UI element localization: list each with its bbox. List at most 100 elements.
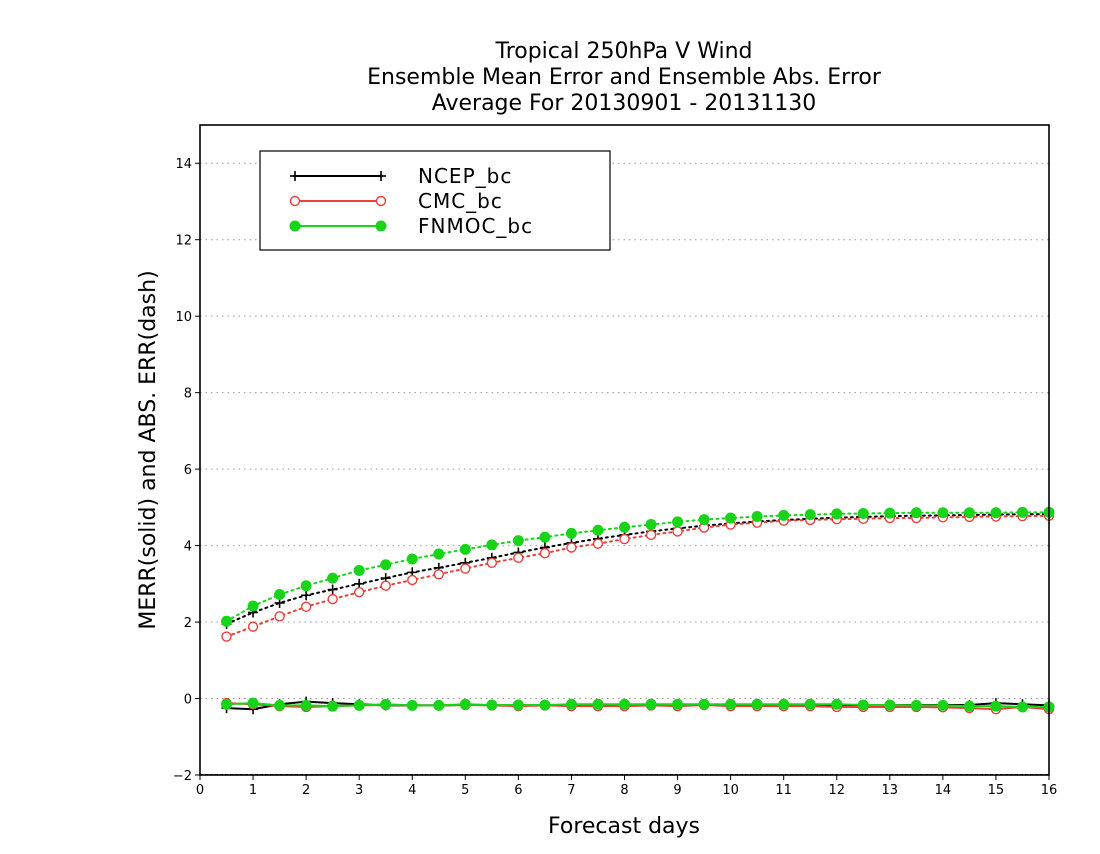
fnmoc-bc-abs-err-point	[539, 531, 551, 543]
cmc-bc-abs-err-point	[619, 533, 630, 545]
y-tick-label-6: 6	[184, 463, 192, 478]
legend-marker-cmc-bc	[289, 195, 301, 207]
x-tick-label-0: 0	[196, 783, 204, 798]
fnmoc-bc-merr-point	[539, 699, 551, 711]
cmc-bc-abs-err-point	[247, 621, 259, 632]
cmc-bc-abs-err-point	[274, 611, 285, 622]
fnmoc-bc-merr-point	[672, 698, 684, 710]
fnmoc-bc-abs-err-line	[225, 511, 1050, 623]
x-tick-label-11: 11	[775, 783, 792, 798]
fnmoc-bc-merr-point	[963, 700, 975, 712]
x-tick-label-6: 6	[514, 783, 522, 798]
fnmoc-bc-abs-err-point	[751, 511, 763, 523]
series-ncep-bc	[221, 509, 1054, 715]
series-layer	[221, 506, 1055, 715]
fnmoc-bc-merr-point	[565, 698, 577, 710]
x-tick-label-13: 13	[882, 783, 899, 798]
fnmoc-bc-merr-point	[300, 699, 312, 711]
y-axis-label: MERR(solid) and ABS. ERR(dash)	[136, 270, 161, 629]
fnmoc-bc-abs-err-point	[857, 507, 869, 519]
fnmoc-bc-merr-point	[910, 699, 922, 711]
fnmoc-bc-merr-point	[221, 698, 233, 710]
fnmoc-bc-merr-point	[459, 698, 471, 710]
x-tick-label-7: 7	[567, 783, 575, 798]
fnmoc-bc-abs-err-point	[910, 507, 922, 519]
fnmoc-bc-abs-err-point	[619, 521, 630, 533]
series-fnmoc-bc	[221, 506, 1055, 713]
fnmoc-bc-abs-err-point	[672, 516, 684, 528]
x-tick-label-1: 1	[249, 783, 257, 798]
fnmoc-bc-abs-err-point	[963, 507, 975, 519]
x-tick-label-5: 5	[461, 783, 469, 798]
legend-marker-fnmoc-bc	[289, 220, 301, 232]
y-tick-label-4: 4	[184, 540, 192, 555]
fnmoc-bc-merr-point	[698, 698, 710, 710]
plot-frame	[199, 124, 1050, 776]
ncep-bc-abs-err-point	[301, 590, 312, 601]
fnmoc-bc-abs-err-point	[274, 589, 286, 601]
x-tick-label-10: 10	[722, 783, 739, 798]
x-tick-label-2: 2	[302, 783, 310, 798]
cmc-bc-abs-err-point	[460, 563, 471, 574]
fnmoc-bc-merr-point	[1016, 701, 1028, 713]
ncep-bc-abs-err-point	[327, 584, 338, 595]
cmc-bc-abs-err-point	[380, 580, 391, 591]
fnmoc-bc-abs-err-point	[831, 508, 843, 520]
cmc-bc-abs-err-point	[566, 542, 577, 553]
cmc-bc-abs-err-point	[592, 538, 604, 549]
fnmoc-bc-merr-point	[433, 699, 445, 711]
fnmoc-bc-abs-err-point	[300, 580, 312, 592]
fnmoc-bc-abs-err-point	[725, 512, 737, 524]
ncep-bc-abs-err-line	[225, 513, 1050, 625]
fnmoc-bc-merr-point	[884, 699, 896, 711]
fnmoc-bc-abs-err-point	[937, 507, 949, 519]
fnmoc-bc-merr-point	[406, 699, 418, 711]
fnmoc-bc-abs-err-point	[884, 507, 896, 519]
cmc-bc-abs-err-point	[407, 574, 418, 586]
x-tick-label-16: 16	[1041, 783, 1058, 798]
y-tick-label--2: −2	[173, 769, 192, 784]
fnmoc-bc-merr-point	[857, 699, 869, 711]
fnmoc-bc-merr-point	[353, 699, 365, 711]
cmc-bc-abs-err-point	[353, 587, 365, 598]
x-axis-label: Forecast days	[548, 814, 700, 839]
fnmoc-bc-merr-point	[725, 698, 737, 710]
fnmoc-bc-merr-point	[512, 699, 524, 711]
cmc-bc-abs-err-point	[513, 552, 524, 564]
fnmoc-bc-abs-err-point	[380, 559, 392, 571]
fnmoc-bc-abs-err-point	[327, 572, 339, 584]
title-line-2: Ensemble Mean Error and Ensemble Abs. Er…	[367, 65, 882, 90]
fnmoc-bc-abs-err-point	[459, 543, 471, 555]
y-tick-label-8: 8	[184, 387, 192, 402]
x-tick-label-4: 4	[408, 783, 416, 798]
fnmoc-bc-abs-err-point	[247, 600, 259, 612]
fnmoc-bc-abs-err-point	[486, 539, 498, 551]
x-tick-label-15: 15	[988, 783, 1005, 798]
x-tick-label-14: 14	[935, 783, 952, 798]
legend-marker-ncep-bc	[290, 171, 300, 181]
fnmoc-bc-merr-point	[778, 698, 790, 710]
x-tick-label-12: 12	[828, 783, 845, 798]
fnmoc-bc-abs-err-point	[645, 519, 657, 531]
cmc-bc-abs-err-point	[645, 529, 657, 541]
y-tick-label-12: 12	[175, 234, 192, 249]
legend-marker-fnmoc-bc	[375, 220, 387, 232]
grid-lines	[200, 162, 1049, 775]
fnmoc-bc-merr-point	[990, 700, 1002, 712]
legend-marker-ncep-bc	[376, 171, 386, 181]
fnmoc-bc-merr-point	[804, 698, 816, 710]
legend-label-cmc-bc: CMC_bc	[418, 189, 503, 213]
cmc-bc-abs-err-point	[433, 569, 444, 580]
fnmoc-bc-merr-point	[751, 698, 763, 710]
fnmoc-bc-merr-point	[831, 698, 843, 710]
series-cmc-bc	[221, 510, 1055, 715]
fnmoc-bc-abs-err-point	[353, 564, 365, 576]
cmc-bc-abs-err-point	[221, 631, 232, 642]
fnmoc-bc-abs-err-point	[804, 509, 816, 521]
fnmoc-bc-merr-point	[486, 699, 498, 711]
fnmoc-bc-abs-err-point	[565, 527, 577, 539]
fnmoc-bc-abs-err-point	[221, 615, 233, 627]
y-tick-label-0: 0	[184, 693, 192, 708]
